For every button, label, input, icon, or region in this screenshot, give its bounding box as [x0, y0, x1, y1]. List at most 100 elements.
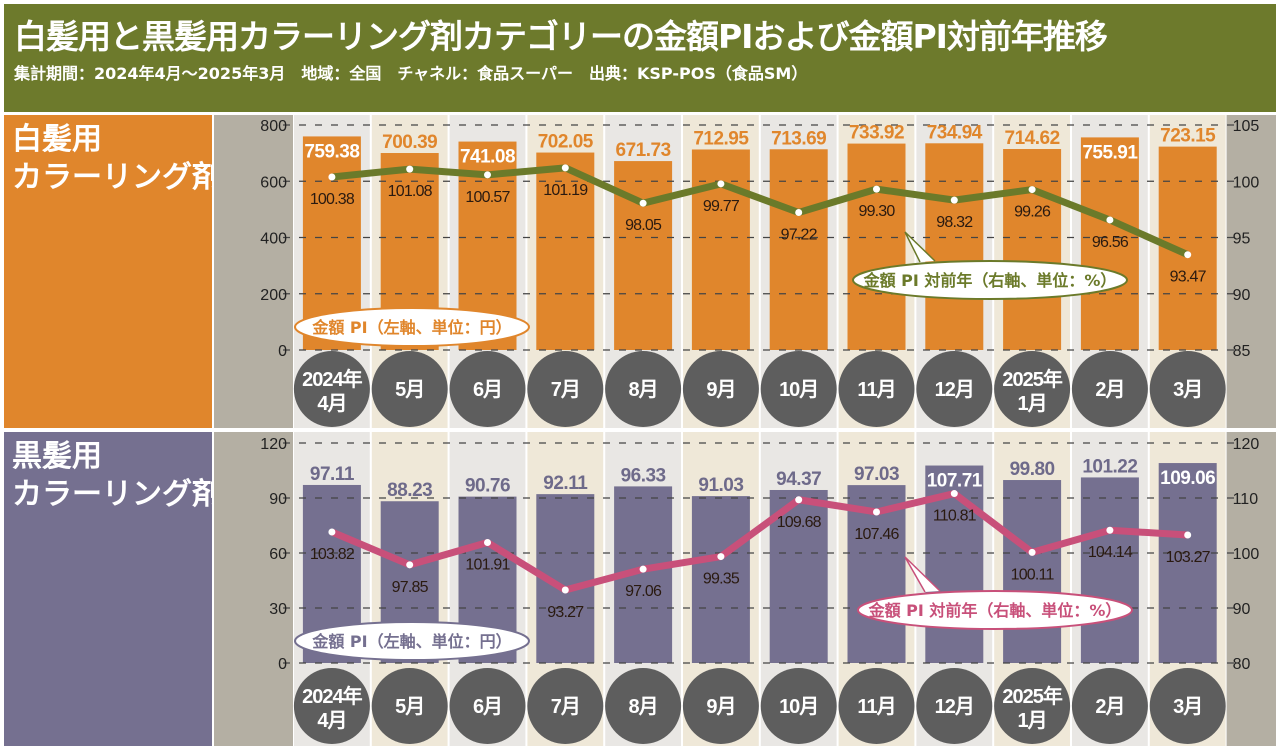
month-label: 2025年 — [1002, 367, 1062, 391]
month-label: 2025年 — [1002, 684, 1062, 708]
bar-value-label: 712.95 — [693, 128, 749, 149]
month-label: 8月 — [629, 379, 658, 401]
yoy-value-label: 109.68 — [777, 514, 822, 531]
yoy-value-label: 104.14 — [1088, 544, 1133, 561]
yoy-point — [950, 196, 958, 204]
bar-value-label: 734.94 — [927, 122, 983, 143]
bar-value-label: 741.08 — [460, 147, 515, 168]
bar-value-label: 759.38 — [304, 141, 359, 162]
yoy-value-label: 103.27 — [1166, 549, 1211, 566]
left-axis-tick: 60 — [269, 546, 287, 563]
month-label: 12月 — [935, 379, 974, 401]
panel-label: 白髪用 — [12, 122, 102, 157]
yoy-value-label: 103.82 — [310, 546, 355, 563]
month-label: 2月 — [1095, 696, 1124, 718]
line-legend-ellipse — [857, 590, 1133, 630]
month-circle — [605, 668, 682, 744]
panel-label-block — [4, 432, 212, 746]
yoy-value-label: 97.85 — [392, 579, 429, 596]
yoy-point — [950, 490, 958, 498]
left-axis-tick: 800 — [260, 118, 287, 135]
yoy-value-label: 110.81 — [933, 508, 977, 525]
bar-value-label: 723.15 — [1160, 126, 1216, 147]
month-circle — [682, 668, 759, 744]
month-circle — [682, 351, 759, 427]
yoy-point — [1028, 548, 1036, 556]
month-label: 2024年 — [302, 684, 362, 708]
bar — [769, 489, 828, 663]
right-axis-tick: 80 — [1233, 656, 1251, 673]
month-label: 3月 — [1173, 696, 1202, 718]
yoy-value-label: 97.06 — [625, 583, 662, 600]
yoy-point — [717, 553, 725, 561]
panel-label: カラーリング剤 — [12, 477, 222, 512]
right-axis-tick: 105 — [1233, 118, 1260, 135]
bar-value-label: 91.03 — [698, 475, 743, 496]
month-circle — [994, 351, 1071, 427]
right-axis-strip — [1226, 432, 1276, 746]
bar-legend: 金額 PI（左軸、単位：円） — [311, 318, 511, 337]
yoy-point — [1106, 216, 1114, 224]
month-label: 6月 — [473, 379, 502, 401]
bar-value-label: 107.71 — [927, 471, 983, 492]
yoy-value-label: 93.27 — [547, 604, 584, 621]
bar-value-label: 109.06 — [1160, 468, 1215, 489]
bar-legend: 金額 PI（左軸、単位：円） — [311, 632, 511, 651]
yoy-point — [1184, 251, 1192, 259]
bar — [691, 496, 750, 663]
month-circle — [605, 351, 682, 427]
month-label: 10月 — [779, 696, 818, 718]
month-circle — [916, 668, 993, 744]
bar-value-label: 97.11 — [310, 464, 355, 485]
right-axis-tick: 95 — [1233, 231, 1251, 248]
bar-value-label: 94.37 — [776, 469, 821, 490]
month-circle — [760, 668, 837, 744]
right-axis-tick: 85 — [1233, 343, 1251, 360]
line-legend-pointer — [904, 231, 936, 263]
yoy-value-label: 98.05 — [625, 217, 662, 234]
right-axis-tick: 120 — [1233, 436, 1260, 453]
month-circle — [371, 668, 448, 744]
right-axis-strip — [1226, 115, 1276, 428]
yoy-value-label: 107.46 — [854, 526, 899, 543]
bar — [1080, 477, 1139, 663]
left-axis-tick: 200 — [260, 287, 287, 304]
month-circle — [527, 351, 604, 427]
panel-label: 黒髪用 — [12, 439, 102, 474]
yoy-point — [639, 565, 647, 573]
bar-value-label: 88.23 — [387, 480, 432, 501]
yoy-value-label: 99.77 — [703, 198, 740, 215]
month-label: 7月 — [551, 696, 580, 718]
yoy-value-label: 93.47 — [1170, 269, 1207, 286]
month-label: 12月 — [935, 696, 974, 718]
left-axis-tick: 400 — [260, 231, 287, 248]
month-circle — [371, 351, 448, 427]
month-label: 4月 — [317, 393, 346, 415]
month-circle — [760, 351, 837, 427]
yoy-point — [873, 508, 880, 516]
month-label: 6月 — [473, 696, 502, 718]
yoy-value-label: 99.26 — [1014, 204, 1051, 221]
bar-value-label: 99.80 — [1010, 459, 1055, 480]
month-circle — [1071, 351, 1148, 427]
month-label: 2月 — [1095, 379, 1124, 401]
month-label: 8月 — [629, 696, 658, 718]
left-axis-tick: 90 — [269, 491, 287, 508]
yoy-point — [406, 165, 414, 173]
line-legend: 金額 PI 対前年（右軸、単位：%） — [868, 601, 1122, 620]
bar-value-label: 92.11 — [543, 473, 588, 494]
yoy-point — [561, 586, 569, 594]
month-label: 4月 — [317, 710, 346, 732]
yoy-point — [795, 496, 803, 504]
right-axis-tick: 90 — [1233, 287, 1251, 304]
bar-legend-ellipse — [294, 307, 530, 347]
month-label: 2024年 — [302, 367, 362, 391]
yoy-value-label: 100.38 — [310, 191, 355, 208]
yoy-point — [328, 528, 336, 536]
line-legend-pointer — [904, 556, 941, 593]
month-label: 3月 — [1173, 379, 1202, 401]
right-axis-tick: 90 — [1233, 601, 1251, 618]
month-circle — [1149, 351, 1226, 427]
chart-title: 白髪用と黒髪用カラーリング剤カテゴリーの金額PIおよび金額PI対前年推移 — [14, 17, 1108, 56]
